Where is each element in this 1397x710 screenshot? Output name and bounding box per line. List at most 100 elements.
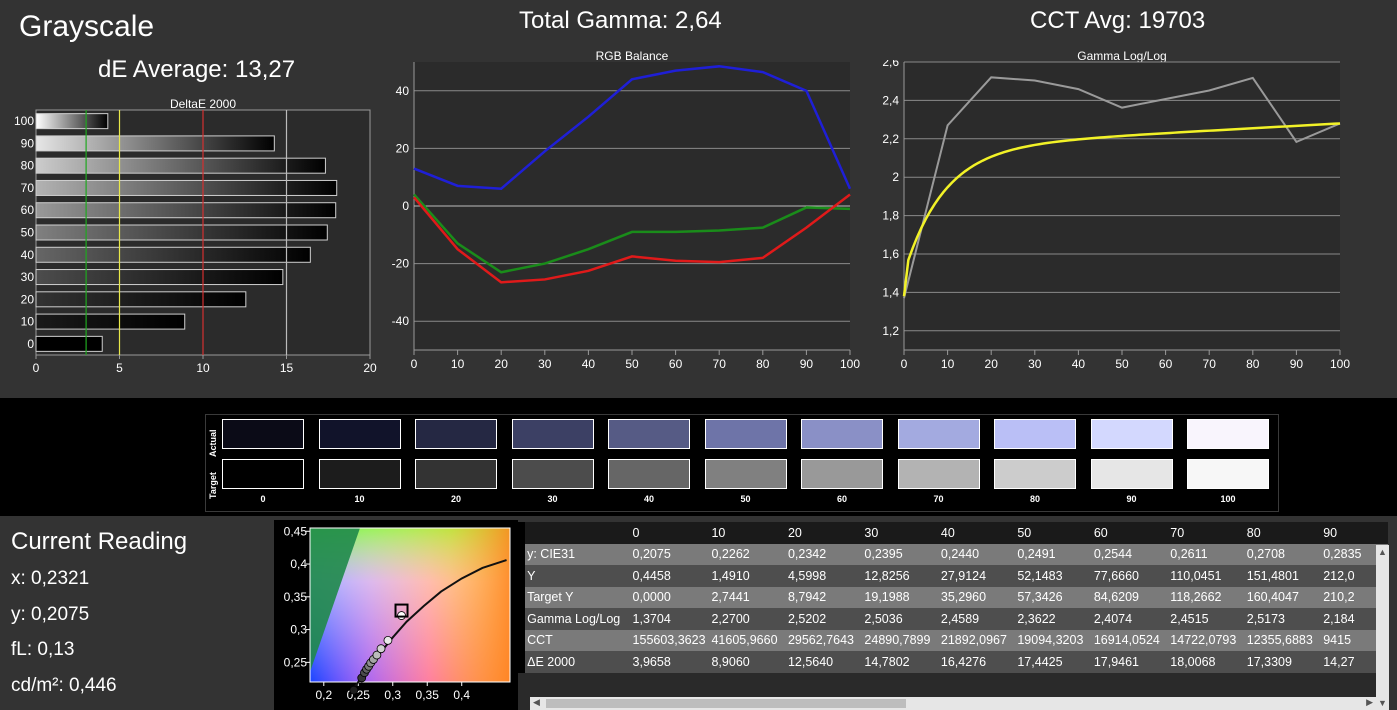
row-selector[interactable] [518, 565, 526, 587]
table-cell: 0,2262 [709, 543, 786, 565]
table-cell: 8,7942 [785, 586, 863, 608]
table-cell: 110,0451 [1168, 565, 1245, 587]
row-selector[interactable] [518, 629, 526, 651]
rgb-x-tick-label: 60 [669, 357, 683, 371]
deltae-category-label: 20 [21, 292, 35, 306]
cie-point [376, 644, 386, 654]
table-cell: 151,4801 [1244, 565, 1322, 587]
table-cell: 41605,9660 [709, 629, 786, 651]
table-cell: 29562,7643 [785, 629, 863, 651]
actual-row-label: Actual [208, 429, 218, 457]
scroll-left-icon[interactable]: ◀ [533, 697, 540, 707]
rgb-x-tick-label: 0 [411, 357, 418, 371]
deltae-category-label: 10 [21, 315, 35, 329]
row-selector[interactable] [518, 543, 526, 565]
rgb-y-tick-label: 40 [396, 84, 410, 98]
table-cell: 210,2 [1321, 586, 1388, 608]
vertical-scrollbar[interactable]: ▲ ▼ [1376, 545, 1389, 710]
gamma-chart: 2,6 2,4 2,2 2 1,8 1,6 1,4 1,2 0 10 20 30 40 50 60 70 80 9… [882, 60, 1350, 371]
table-row-label: ΔE 2000 [525, 651, 631, 673]
table-row[interactable]: CCT 155603,3623 41605,9660 29562,7643 24890,… [518, 629, 1388, 651]
actual-swatch [608, 419, 690, 449]
row-selector[interactable] [518, 608, 526, 630]
deltae-bar [35, 224, 328, 241]
data-table-wrapper[interactable]: 0 10 20 30 40 50 60 70 80 90 y: CIE31 0,2075 0,2262 0… [518, 522, 1388, 710]
row-selector[interactable] [518, 586, 526, 608]
table-cell: 52,1483 [1015, 565, 1092, 587]
table-column-header[interactable]: 80 [1244, 522, 1322, 544]
actual-swatch [415, 419, 497, 449]
table-column-header[interactable]: 70 [1168, 522, 1245, 544]
reading-fl: fL: 0,13 [11, 639, 75, 660]
gamma-x-tick-label: 30 [1028, 357, 1042, 371]
table-column-header[interactable]: 20 [785, 522, 863, 544]
cie-plot-border [309, 527, 511, 683]
gamma-x-tick-label: 50 [1115, 357, 1129, 371]
swatch-label: 40 [643, 494, 654, 504]
actual-swatch [318, 419, 401, 449]
table-cell: 18,0068 [1168, 651, 1245, 673]
target-row-label: Target [208, 472, 218, 499]
table-row-label: Gamma Log/Log [525, 608, 631, 630]
total-gamma: Total Gamma: 2,64 [519, 7, 722, 34]
swatch-label: 0 [260, 494, 266, 504]
reading-cdm2: cd/m²: 0,446 [11, 675, 117, 696]
table-column-header[interactable]: 10 [709, 522, 786, 544]
rgb-x-tick-label: 10 [451, 357, 465, 371]
actual-swatch [897, 419, 980, 449]
cie-point [383, 635, 393, 645]
table-column-header[interactable]: 30 [862, 522, 939, 544]
target-swatch [318, 459, 401, 489]
table-row[interactable]: Target Y 0,0000 2,7441 8,7942 19,1988 35,2960… [518, 586, 1388, 608]
rgb-x-tick-label: 40 [582, 357, 596, 371]
horizontal-scroll-thumb[interactable] [546, 699, 906, 708]
deltae-bar [35, 113, 109, 130]
gamma-y-tick-label: 1,8 [882, 209, 899, 223]
row-selector[interactable] [518, 651, 526, 673]
table-cell: 0,2708 [1244, 543, 1322, 565]
scroll-up-icon[interactable]: ▲ [1378, 547, 1387, 557]
table-cell: 3,9658 [630, 651, 710, 673]
table-column-header[interactable]: 60 [1091, 522, 1169, 544]
table-cell: 2,5036 [862, 608, 939, 630]
row-selector-header [518, 522, 526, 544]
table-row-label: CCT [525, 629, 631, 651]
scroll-down-icon[interactable]: ▼ [1378, 698, 1387, 708]
cie-chart: 0,450,40,350,30,250,2 0,25 0,3 0,35 0,4 [284, 524, 511, 702]
target-swatch [511, 459, 594, 489]
rgb-balance-chart: 40 20 0 -20 -40 0 10 20 30 40 50 60 70 80 90 100 [392, 62, 860, 371]
table-cell: 2,184 [1321, 608, 1388, 630]
deltae-category-label: 0 [27, 337, 34, 351]
cie-point [372, 650, 382, 660]
table-column-header[interactable]: 50 [1015, 522, 1092, 544]
swatch-label: 60 [836, 494, 847, 504]
table-column-header[interactable]: 40 [938, 522, 1016, 544]
scroll-right-icon[interactable]: ▶ [1366, 697, 1373, 707]
swatch-label: 30 [547, 494, 558, 504]
cct-average: CCT Avg: 19703 [1030, 7, 1206, 34]
gamma-plot-area [904, 62, 1340, 350]
actual-swatch [222, 419, 304, 449]
gamma-x-tick-label: 90 [1290, 357, 1304, 371]
table-cell: 17,3309 [1244, 651, 1322, 673]
horizontal-scrollbar[interactable]: ◀ ▶ [530, 697, 1376, 710]
table-row[interactable]: y: CIE31 0,2075 0,2262 0,2342 0,2395 0,2440 0,… [518, 543, 1388, 565]
target-swatch [1090, 459, 1173, 489]
rgb-x-tick-label: 50 [625, 357, 639, 371]
table-cell: 12,8256 [862, 565, 939, 587]
table-column-header[interactable]: 90 [1321, 522, 1388, 544]
current-reading-title: Current Reading [11, 528, 188, 555]
gamma-x-tick-label: 40 [1072, 357, 1086, 371]
table-cell: 16,4276 [938, 651, 1016, 673]
table-cell: 17,9461 [1091, 651, 1169, 673]
de-average: dE Average: 13,27 [98, 56, 296, 83]
rgb-x-tick-label: 100 [840, 357, 860, 371]
table-row[interactable]: ΔE 2000 3,9658 8,9060 12,5640 14,7802 16,4276… [518, 651, 1388, 673]
table-row[interactable]: Y 0,4458 1,4910 4,5998 12,8256 27,9124 52,1483… [518, 565, 1388, 587]
target-swatch [897, 459, 980, 489]
cie-y-tick-label: 0,4 [290, 557, 307, 571]
table-column-header[interactable]: 0 [630, 522, 710, 544]
table-row[interactable]: Gamma Log/Log 1,3704 2,2700 2,5202 2,5036 2,4… [518, 608, 1388, 630]
table-cell: 57,3426 [1015, 586, 1092, 608]
swatch-label: 70 [933, 494, 944, 504]
